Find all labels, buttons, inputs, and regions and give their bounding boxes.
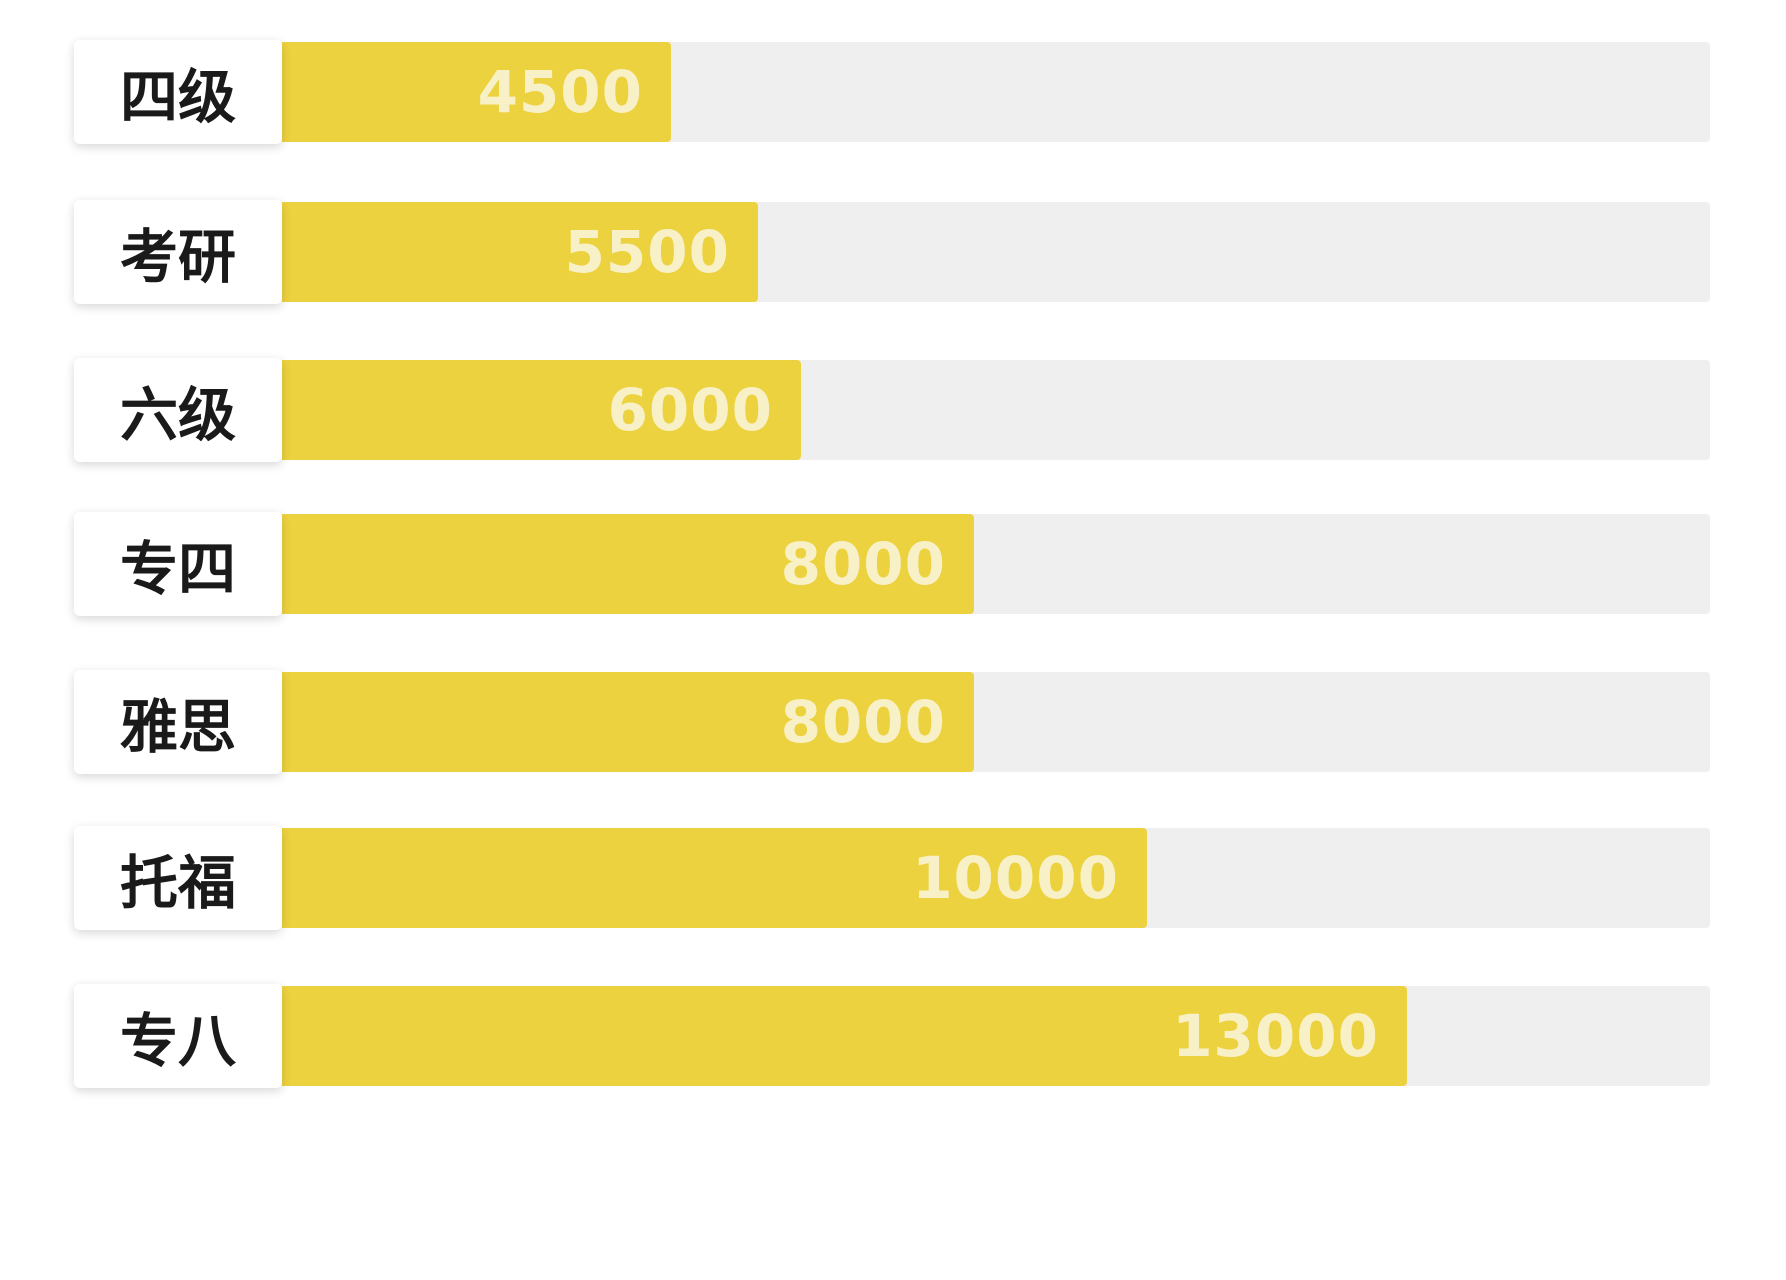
category-label: 考研	[74, 200, 282, 304]
bar-track: 4500	[282, 42, 1710, 142]
bar-track: 8000	[282, 514, 1710, 614]
bar-track: 8000	[282, 672, 1710, 772]
category-label: 雅思	[74, 670, 282, 774]
bar: 10000	[282, 828, 1147, 928]
category-label: 四级	[74, 40, 282, 144]
value-label: 6000	[607, 376, 773, 444]
bar: 4500	[282, 42, 671, 142]
bar: 13000	[282, 986, 1407, 1086]
category-label: 专四	[74, 512, 282, 616]
bar-row: 六级 6000	[74, 358, 1710, 462]
bar-track: 6000	[282, 360, 1710, 460]
value-label: 5500	[564, 218, 730, 286]
bar-row: 雅思 8000	[74, 670, 1710, 774]
bar-row: 四级 4500	[74, 40, 1710, 144]
value-label: 13000	[1172, 1002, 1379, 1070]
bar-row: 专八 13000	[74, 984, 1710, 1088]
category-label: 托福	[74, 826, 282, 930]
value-label: 8000	[780, 688, 946, 756]
category-label: 专八	[74, 984, 282, 1088]
bar-row: 考研 5500	[74, 200, 1710, 304]
bar: 8000	[282, 514, 974, 614]
category-label: 六级	[74, 358, 282, 462]
bar-track: 5500	[282, 202, 1710, 302]
bar-track: 10000	[282, 828, 1710, 928]
value-label: 10000	[912, 844, 1119, 912]
bar-row: 专四 8000	[74, 512, 1710, 616]
bar: 6000	[282, 360, 801, 460]
bar-row: 托福 10000	[74, 826, 1710, 930]
value-label: 4500	[477, 58, 643, 126]
bar: 5500	[282, 202, 758, 302]
bar: 8000	[282, 672, 974, 772]
bar-track: 13000	[282, 986, 1710, 1086]
value-label: 8000	[780, 530, 946, 598]
